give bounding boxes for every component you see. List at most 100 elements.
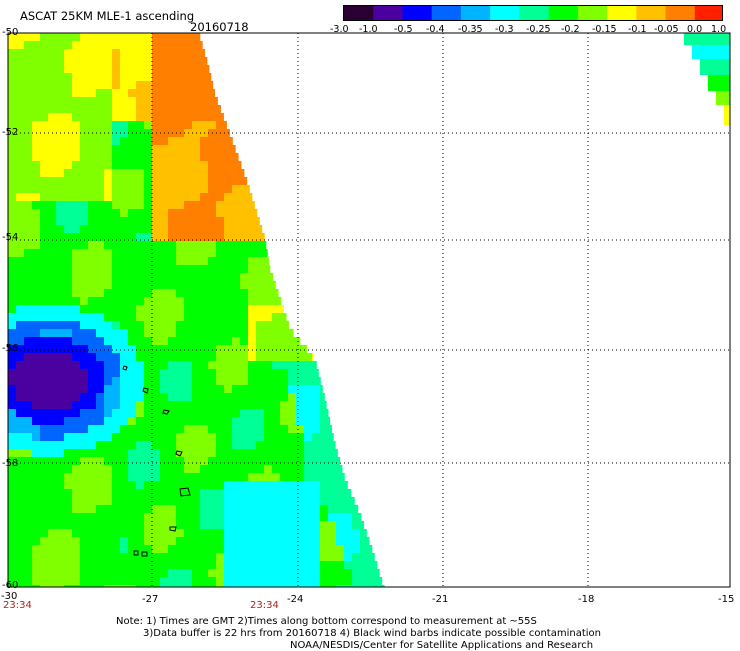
swath-cell — [304, 569, 312, 577]
swath-cell — [72, 401, 80, 409]
swath-cell — [32, 281, 40, 289]
swath-cell — [280, 537, 288, 545]
swath-cell — [200, 137, 208, 145]
swath-cell — [40, 177, 48, 185]
swath-cell — [312, 425, 320, 433]
swath-cell — [184, 33, 192, 41]
swath-cell — [8, 145, 16, 153]
swath-cell — [64, 553, 72, 561]
swath-cell — [136, 161, 144, 169]
swath-cell — [48, 145, 56, 153]
swath-cell — [176, 473, 184, 481]
swath-cell — [160, 545, 168, 553]
swath-cell — [272, 401, 280, 409]
swath-cell — [152, 249, 160, 257]
swath-cell — [24, 161, 32, 169]
swath-cell — [88, 105, 96, 113]
swath-cell — [168, 441, 176, 449]
swath-cell — [208, 209, 216, 217]
swath-cell — [112, 377, 120, 385]
swath-cell — [176, 377, 184, 385]
swath-cell — [104, 521, 112, 529]
swath-cell — [56, 257, 64, 265]
swath-cell — [160, 417, 168, 425]
swath-cell — [304, 545, 312, 553]
swath-cell — [144, 369, 152, 377]
swath-cell — [232, 577, 240, 585]
swath-cell — [280, 377, 288, 385]
swath-cell — [208, 529, 216, 537]
swath-cell — [72, 337, 80, 345]
swath-cell — [56, 97, 64, 105]
swath-cell — [256, 313, 264, 321]
swath-cell — [24, 433, 32, 441]
swath-cell — [88, 345, 96, 353]
swath-cell — [384, 585, 385, 593]
swath-cell — [144, 537, 152, 545]
swath-cell — [16, 257, 24, 265]
swath-cell — [32, 377, 40, 385]
swath-cell — [208, 201, 216, 209]
swath-cell — [232, 569, 240, 577]
swath-cell — [128, 433, 136, 441]
swath-cell — [240, 161, 241, 169]
swath-cell — [280, 425, 288, 433]
swath-cell — [192, 145, 200, 153]
swath-cell — [24, 449, 32, 457]
swath-cell — [160, 561, 168, 569]
swath-cell — [120, 57, 128, 65]
swath-cell — [8, 497, 16, 505]
swath-cell — [304, 433, 312, 441]
swath-cell — [104, 281, 112, 289]
swath-cell — [64, 321, 72, 329]
swath-cell — [120, 537, 128, 545]
swath-cell — [64, 465, 72, 473]
swath-cell — [152, 433, 160, 441]
swath-cell — [32, 257, 40, 265]
swath-cell — [144, 297, 152, 305]
swath-cell — [136, 201, 144, 209]
swath-cell — [72, 361, 80, 369]
swath-cell — [104, 361, 112, 369]
swath-cell — [176, 465, 184, 473]
swath-cell — [312, 537, 320, 545]
swath-cell — [216, 273, 224, 281]
swath-cell — [200, 49, 205, 57]
swath-cell — [72, 265, 80, 273]
swath-cell — [56, 225, 64, 233]
swath-cell — [40, 161, 48, 169]
swath-cell — [40, 569, 48, 577]
swath-cell — [64, 265, 72, 273]
swath-cell — [32, 393, 40, 401]
swath-cell — [40, 321, 48, 329]
swath-cell — [104, 473, 112, 481]
swath-cell — [200, 177, 208, 185]
swath-cell — [48, 497, 56, 505]
lat-label: -50 — [2, 27, 18, 38]
swath-cell — [40, 121, 48, 129]
swath-cell — [216, 297, 224, 305]
swath-cell — [40, 465, 48, 473]
swath-cell — [184, 337, 192, 345]
swath-cell — [216, 337, 224, 345]
swath-cell — [240, 289, 248, 297]
swath-cell — [312, 449, 320, 457]
swath-cell — [24, 305, 32, 313]
swath-cell — [136, 81, 144, 89]
swath-cell — [56, 193, 64, 201]
swath-cell — [280, 409, 288, 417]
swath-cell — [288, 481, 296, 489]
swath-cell — [256, 433, 264, 441]
swath-cell — [128, 569, 136, 577]
swath-cell — [104, 465, 112, 473]
swath-cell — [288, 521, 296, 529]
swath-cell — [200, 185, 208, 193]
swath-cell — [56, 441, 64, 449]
swath-cell — [200, 169, 208, 177]
swath-cell — [128, 105, 136, 113]
swath-cell — [296, 569, 304, 577]
swath-cell — [96, 201, 104, 209]
swath-cell — [64, 89, 72, 97]
swath-cell — [136, 569, 144, 577]
swath-cell — [280, 441, 288, 449]
